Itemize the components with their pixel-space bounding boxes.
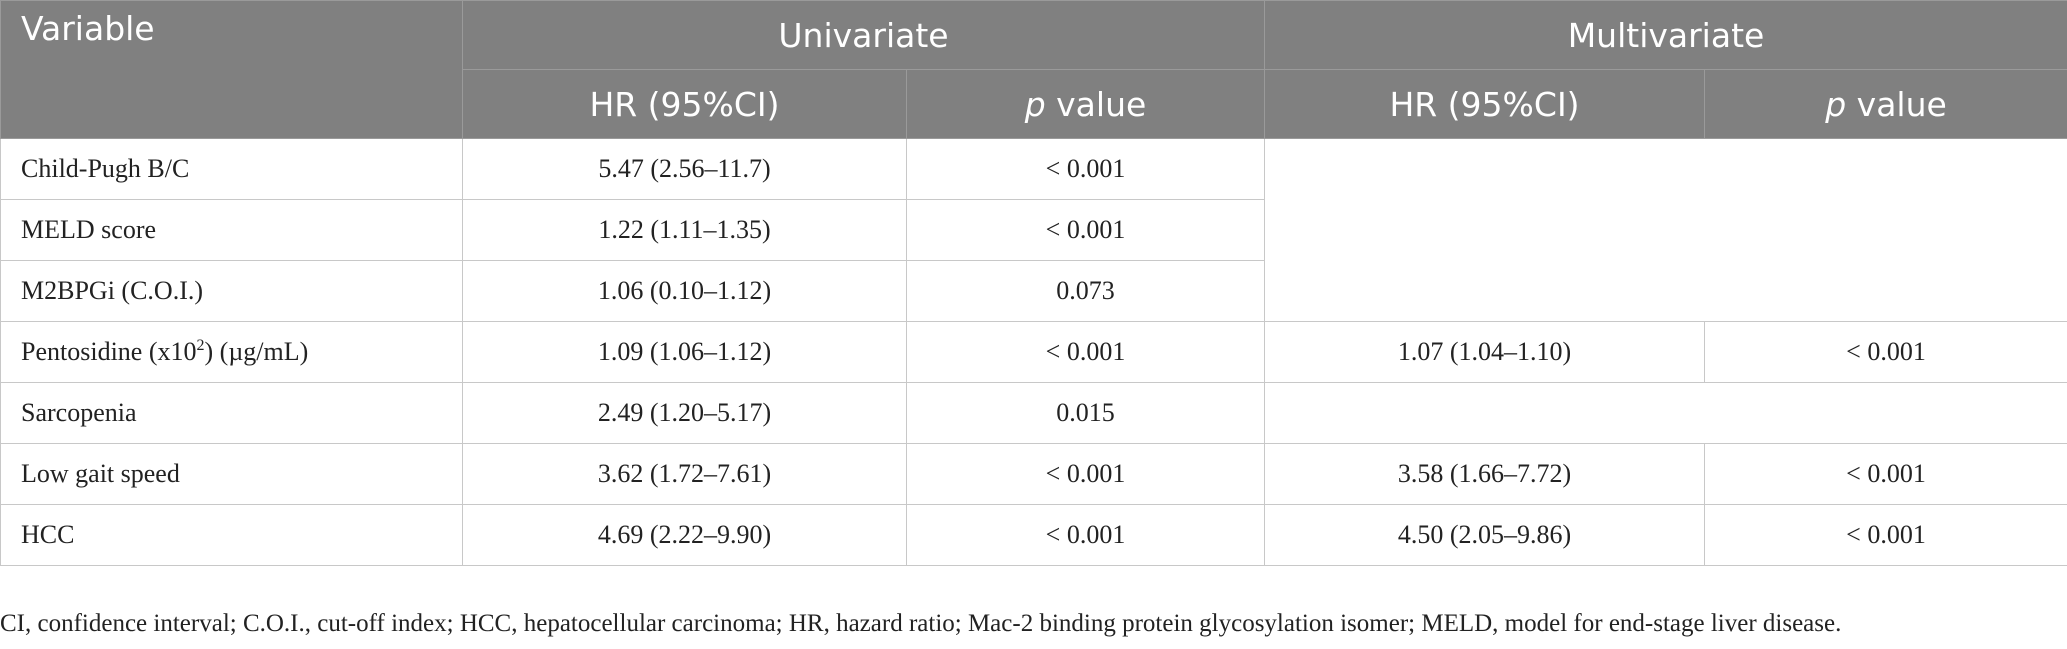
table-header: Variable Univariate Multivariate HR (95%… bbox=[0, 0, 2067, 139]
cox-regression-table: Variable Univariate Multivariate HR (95%… bbox=[0, 0, 2067, 566]
row-label: Sarcopenia bbox=[0, 382, 463, 444]
multi-hr-cell: 4.50 (2.05–9.86) bbox=[1264, 504, 1706, 566]
uni-hr-cell: 1.22 (1.11–1.35) bbox=[462, 199, 907, 261]
row-label: Child-Pugh B/C bbox=[0, 138, 463, 200]
header-uni-hr: HR (95%CI) bbox=[462, 69, 907, 139]
uni-hr-cell: 1.09 (1.06–1.12) bbox=[462, 321, 907, 383]
table-row: Low gait speed 3.62 (1.72–7.61) < 0.001 … bbox=[0, 443, 2067, 505]
multi-hr-cell: 3.58 (1.66–7.72) bbox=[1264, 443, 1706, 505]
header-uni-p: p value bbox=[905, 69, 1266, 139]
header-multi-hr: HR (95%CI) bbox=[1264, 69, 1706, 139]
multi-p-cell: < 0.001 bbox=[1704, 504, 2067, 566]
row-label: M2BPGi (C.O.I.) bbox=[0, 260, 463, 322]
uni-p-cell: < 0.001 bbox=[905, 504, 1266, 566]
multi-hr-cell: 1.07 (1.04–1.10) bbox=[1264, 321, 1706, 383]
row-label: Pentosidine (x102) (µg/mL) bbox=[0, 321, 463, 383]
table-row: Sarcopenia 2.49 (1.20–5.17) 0.015 bbox=[0, 382, 2067, 444]
table-row: Pentosidine (x102) (µg/mL) 1.09 (1.06–1.… bbox=[0, 321, 2067, 383]
uni-hr-cell: 2.49 (1.20–5.17) bbox=[462, 382, 907, 444]
results-table-container: Variable Univariate Multivariate HR (95%… bbox=[0, 0, 2067, 566]
table-footnote: CI, confidence interval; C.O.I., cut-off… bbox=[0, 610, 1842, 637]
table-row: HCC 4.69 (2.22–9.90) < 0.001 4.50 (2.05–… bbox=[0, 504, 2067, 566]
uni-p-cell: < 0.001 bbox=[905, 199, 1266, 261]
table-row: MELD score 1.22 (1.11–1.35) < 0.001 bbox=[0, 199, 2067, 261]
uni-p-cell: 0.073 bbox=[905, 260, 1266, 322]
uni-hr-cell: 3.62 (1.72–7.61) bbox=[462, 443, 907, 505]
uni-hr-cell: 5.47 (2.56–11.7) bbox=[462, 138, 907, 200]
table-row: Child-Pugh B/C 5.47 (2.56–11.7) < 0.001 bbox=[0, 138, 2067, 322]
uni-hr-cell: 1.06 (0.10–1.12) bbox=[462, 260, 907, 322]
header-variable: Variable bbox=[0, 0, 463, 139]
uni-p-cell: < 0.001 bbox=[905, 443, 1266, 505]
uni-p-cell: < 0.001 bbox=[905, 138, 1266, 200]
empty-multi-cell bbox=[1264, 138, 2067, 322]
empty-multi-cell bbox=[1264, 382, 2067, 444]
uni-hr-cell: 4.69 (2.22–9.90) bbox=[462, 504, 907, 566]
table-body: Child-Pugh B/C 5.47 (2.56–11.7) < 0.001 … bbox=[0, 138, 2067, 566]
uni-p-cell: 0.015 bbox=[905, 382, 1266, 444]
uni-p-cell: < 0.001 bbox=[905, 321, 1266, 383]
header-multivariate: Multivariate bbox=[1264, 0, 2067, 70]
row-label: MELD score bbox=[0, 199, 463, 261]
multi-p-cell: < 0.001 bbox=[1704, 443, 2067, 505]
header-univariate: Univariate bbox=[461, 0, 1266, 70]
multi-p-cell: < 0.001 bbox=[1704, 321, 2067, 383]
header-multi-p: p value bbox=[1704, 69, 2067, 139]
row-label: Low gait speed bbox=[0, 443, 463, 505]
row-label: HCC bbox=[0, 504, 463, 566]
